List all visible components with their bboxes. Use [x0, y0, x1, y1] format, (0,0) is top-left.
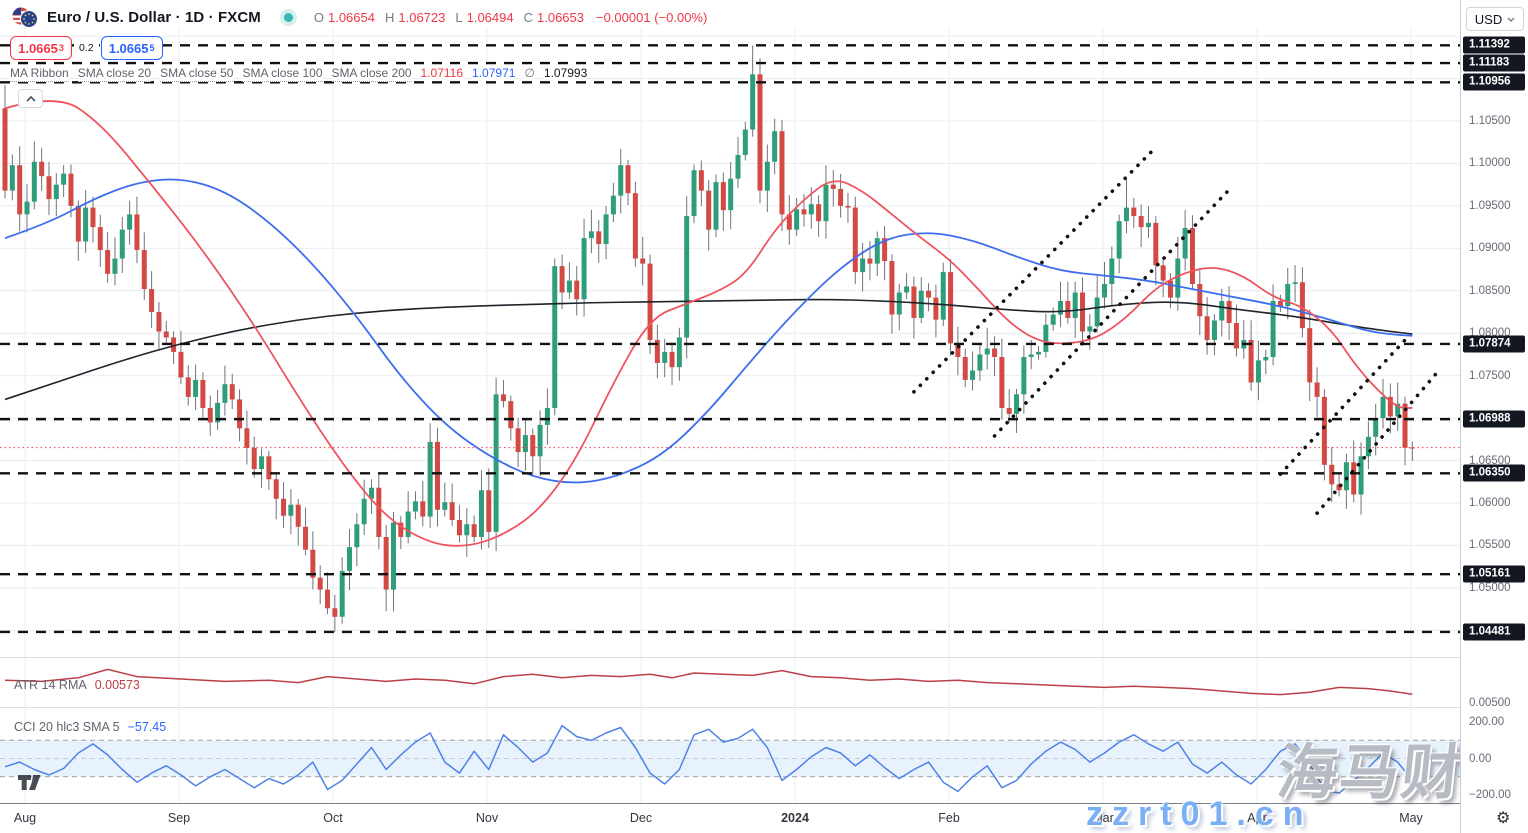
market-status-dot-icon[interactable] — [283, 12, 293, 22]
ma100-value-disabled: ∅ — [524, 66, 535, 80]
pane-separator-atr-cci[interactable] — [0, 707, 1528, 708]
time-tick-label: 2024 — [781, 811, 809, 825]
price-tick-label: 1.05500 — [1469, 539, 1511, 552]
atr-title: ATR 14 RMA — [14, 678, 87, 692]
ma200-value: 1.07993 — [543, 66, 588, 80]
sell-button[interactable]: 1.0665 3 — [10, 36, 72, 60]
cci-title: CCI 20 hlc3 SMA 5 — [14, 720, 120, 734]
price-change: −0.00001 (−0.00%) — [596, 9, 708, 25]
price-tick-label: 1.09500 — [1469, 199, 1511, 212]
time-tick-label: Nov — [475, 811, 499, 825]
time-tick-label: Feb — [938, 811, 960, 825]
cci-value: −57.45 — [127, 720, 167, 734]
price-level-badge: 1.11183 — [1463, 54, 1525, 72]
cci-tick-label: 0.00 — [1469, 752, 1492, 765]
tradingview-logo-icon — [18, 775, 41, 790]
price-level-badge: 1.05161 — [1463, 565, 1525, 583]
price-level-badge: 1.07874 — [1463, 335, 1525, 353]
ma-param-20: SMA close 20 — [77, 66, 152, 82]
chart-header: Euro / U.S. Dollar · 1D · FXCM O 1.06654 … — [10, 5, 707, 29]
time-tick-label: Dec — [629, 811, 653, 825]
price-tick-label: 1.06000 — [1469, 497, 1511, 509]
price-tick-label: 1.08500 — [1469, 284, 1511, 297]
time-scale[interactable]: Aug Sep Oct Nov Dec 2024 Feb Mar Apr May — [0, 803, 1528, 833]
price-level-badge: 1.11392 — [1463, 36, 1525, 54]
price-scale[interactable]: USD 1.10500 1.10000 1.09500 1.09000 1.08500 1… — [1460, 0, 1528, 833]
price-tick-label: 1.07500 — [1469, 369, 1511, 382]
atr-value: 0.00573 — [94, 678, 140, 692]
symbol-title[interactable]: Euro / U.S. Dollar · 1D · FXCM — [47, 8, 261, 26]
watermark-site-url: zzrt01.cn — [1086, 795, 1313, 833]
pane-separator-price-atr[interactable] — [0, 657, 1528, 658]
currency-selector-button[interactable]: USD — [1466, 7, 1524, 31]
price-level-badge: 1.10956 — [1463, 73, 1525, 91]
cci-legend[interactable]: CCI 20 hlc3 SMA 5 −57.45 — [14, 720, 166, 734]
atr-legend[interactable]: ATR 14 RMA 0.00573 — [14, 678, 140, 692]
time-tick-label: Mar — [1092, 811, 1114, 825]
time-tick-label: May — [1399, 811, 1423, 825]
price-tick-label: 1.05000 — [1469, 581, 1511, 594]
settings-gear-icon[interactable]: ⚙ — [1496, 810, 1511, 827]
time-tick-label: Apr — [1247, 811, 1267, 825]
cci-tick-label: −200.00 — [1469, 789, 1511, 801]
legend-collapse-button[interactable] — [18, 89, 43, 108]
time-tick-label: Sep — [167, 811, 191, 825]
cci-tick-label: 200.00 — [1469, 716, 1505, 728]
ma-param-100: SMA close 100 — [242, 66, 323, 82]
main-chart[interactable] — [0, 0, 1460, 833]
price-level-badge: 1.06350 — [1463, 464, 1525, 482]
spread-value: 0.2 — [74, 41, 99, 55]
price-tick-label: 1.10000 — [1469, 157, 1511, 170]
ohlc-values: O 1.06654 H 1.06723 L 1.06494 C 1.06653 −0.0… — [313, 9, 708, 25]
ma-param-50: SMA close 50 — [160, 66, 234, 82]
price-tick-label: 1.10500 — [1469, 115, 1511, 127]
ma-ribbon-title: MA Ribbon — [10, 66, 69, 82]
buy-button[interactable]: 1.0665 5 — [100, 36, 163, 60]
ma-ribbon-legend[interactable]: MA Ribbon SMA close 20 SMA close 50 SMA … — [10, 66, 588, 82]
trade-panel: 1.0665 3 0.2 1.0665 5 — [10, 36, 163, 60]
ma50-value: 1.07971 — [472, 66, 516, 80]
chevron-up-icon — [25, 95, 36, 102]
price-level-badge: 1.06988 — [1463, 410, 1525, 428]
chevron-down-icon — [1507, 17, 1515, 22]
price-tick-label: 1.06500 — [1469, 454, 1511, 467]
price-tick-label: 1.09000 — [1469, 242, 1511, 255]
eurusd-pair-icon — [12, 7, 38, 28]
atr-tick-label: 0.00500 — [1469, 697, 1511, 709]
price-level-badge: 1.04481 — [1463, 623, 1525, 641]
time-tick-label: Aug — [13, 811, 37, 825]
time-tick-label: Oct — [323, 811, 343, 825]
ma-param-200: SMA close 200 — [331, 66, 412, 82]
ma20-value: 1.07116 — [420, 66, 464, 80]
